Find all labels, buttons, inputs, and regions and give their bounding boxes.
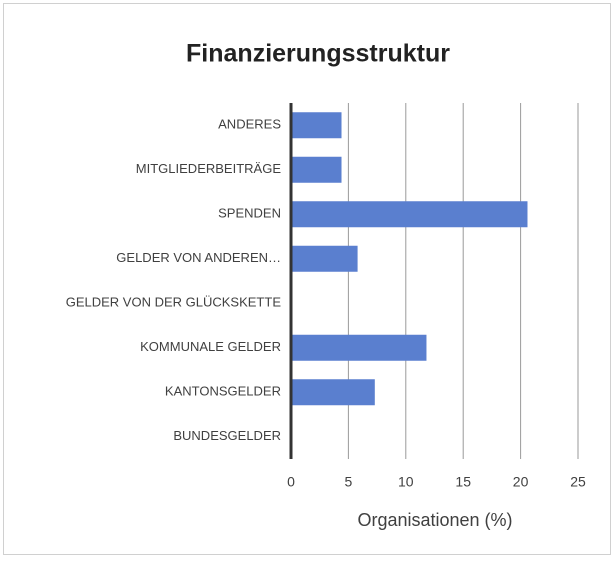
bar — [291, 156, 342, 183]
y-tick-label: BUNDESGELDER — [173, 428, 281, 443]
bar — [291, 112, 342, 139]
y-tick-label: GELDER VON DER GLÜCKSKETTE — [66, 295, 282, 310]
bar — [291, 379, 375, 406]
y-tick-label: KANTONSGELDER — [165, 384, 281, 399]
chart-border — [3, 3, 611, 555]
bar — [291, 245, 358, 272]
x-axis-title: Organisationen (%) — [357, 510, 512, 530]
chart-title: Finanzierungsstruktur — [186, 40, 450, 68]
x-tick-label: 20 — [513, 474, 529, 490]
y-tick-label: MITGLIEDERBEITRÄGE — [136, 161, 282, 176]
y-tick-label: GELDER VON ANDEREN… — [116, 250, 281, 265]
x-tick-label: 0 — [287, 474, 295, 490]
x-tick-label: 5 — [345, 474, 353, 490]
x-tick-label: 15 — [455, 474, 471, 490]
bar — [291, 334, 427, 361]
y-tick-label: ANDERES — [218, 117, 281, 132]
x-tick-label: 25 — [570, 474, 586, 490]
y-tick-label: SPENDEN — [218, 206, 281, 221]
y-tick-label: KOMMUNALE GELDER — [140, 339, 281, 354]
x-tick-label: 10 — [398, 474, 414, 490]
bar — [291, 201, 528, 228]
